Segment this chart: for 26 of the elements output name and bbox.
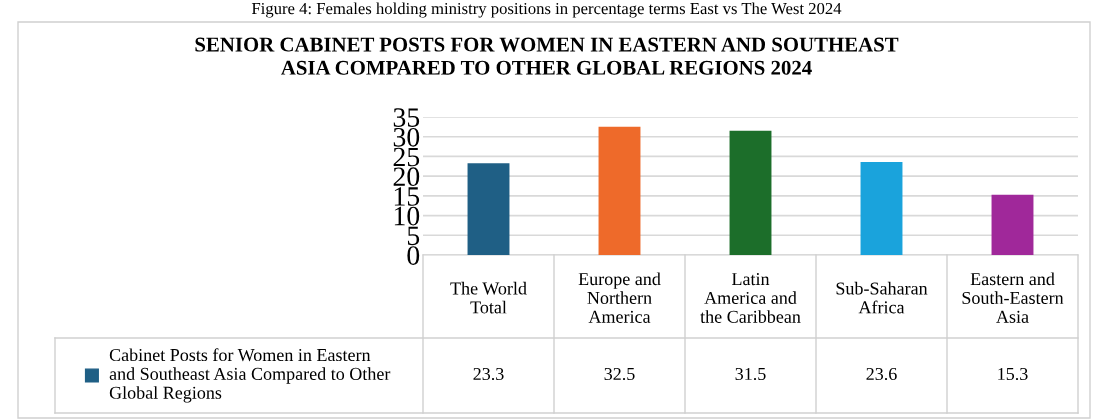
y-tick-label: 10 bbox=[394, 206, 420, 226]
y-tick-label: 35 bbox=[393, 108, 420, 127]
data-label: 23.6 bbox=[866, 367, 897, 381]
bar bbox=[991, 194, 1034, 255]
bar bbox=[598, 126, 641, 255]
x-tick-label: Latin America and the Caribbean bbox=[700, 273, 801, 323]
y-tick-label: 20 bbox=[393, 167, 420, 187]
data-label: 32.5 bbox=[604, 367, 635, 381]
caption: Figure 4: Females holding ministry positions in percentage terms East vs The West 2024 bbox=[251, 2, 842, 18]
y-tick-label: 15 bbox=[394, 187, 420, 206]
bar bbox=[729, 130, 772, 255]
bar bbox=[860, 161, 903, 255]
y-tick-label: 0 bbox=[407, 246, 420, 265]
x-tick-label: Europe and Northern America bbox=[578, 272, 661, 323]
data-label: 23.3 bbox=[473, 367, 504, 381]
y-tick-label: 5 bbox=[407, 226, 420, 246]
y-tick-label: 25 bbox=[393, 147, 420, 167]
x-tick-label: The World Total bbox=[450, 281, 527, 314]
chart-title: SENIOR CABINET POSTS FOR WOMEN IN EASTERN AND SOUTHEAST ASIA COMPARED TO OTHER GLOBAL REGIONS 2024 bbox=[195, 37, 899, 75]
data-label: 31.5 bbox=[735, 367, 766, 381]
y-tick-label: 30 bbox=[393, 127, 420, 147]
legend-label: Cabinet Posts for Women in Eastern and Southeast Asia Compared to Other Global Regions bbox=[109, 348, 391, 403]
data-label: 15.3 bbox=[998, 367, 1028, 381]
x-tick-label: Eastern and South-Eastern Asia bbox=[962, 272, 1064, 323]
x-tick-label: Sub-Saharan Africa bbox=[836, 281, 928, 314]
bar bbox=[467, 163, 510, 255]
